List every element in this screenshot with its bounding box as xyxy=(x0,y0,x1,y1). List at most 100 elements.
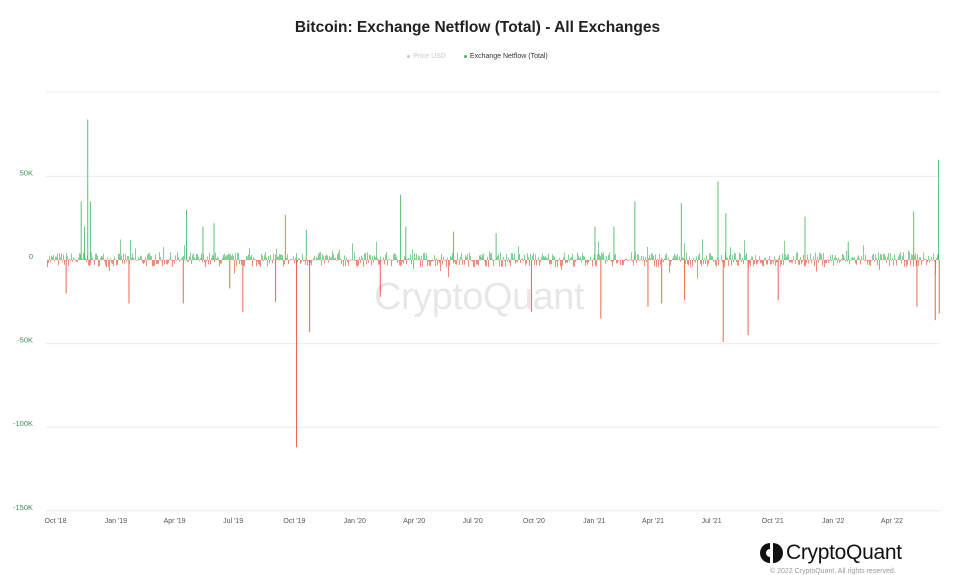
netflow-bar xyxy=(506,253,507,260)
netflow-bar xyxy=(91,252,92,260)
netflow-bar xyxy=(169,258,170,260)
netflow-bar xyxy=(202,260,203,262)
netflow-bar xyxy=(503,256,504,260)
netflow-bar xyxy=(462,260,463,265)
netflow-bar xyxy=(751,256,752,260)
netflow-bar xyxy=(264,255,265,260)
netflow-bar xyxy=(482,254,483,260)
netflow-bar xyxy=(632,260,633,262)
netflow-spike xyxy=(83,226,85,260)
netflow-bar xyxy=(915,252,916,260)
netflow-bar xyxy=(661,257,662,260)
netflow-bar xyxy=(349,260,350,261)
netflow-bar xyxy=(505,260,506,267)
netflow-bar xyxy=(932,260,933,261)
netflow-bar xyxy=(224,253,225,260)
netflow-bar xyxy=(366,260,367,265)
netflow-bar xyxy=(880,253,881,260)
netflow-bar xyxy=(857,257,858,260)
netflow-bar xyxy=(814,260,815,267)
netflow-bar xyxy=(675,255,676,260)
netflow-bar xyxy=(279,254,280,260)
netflow-bar xyxy=(774,256,775,260)
netflow-bar xyxy=(303,260,304,262)
netflow-bar xyxy=(192,255,193,260)
netflow-bar xyxy=(801,260,802,264)
netflow-bar xyxy=(237,252,238,260)
netflow-bar xyxy=(119,253,120,260)
netflow-bar xyxy=(721,255,722,260)
netflow-bar xyxy=(365,252,366,260)
netflow-bar xyxy=(272,260,273,264)
netflow-bar xyxy=(731,260,732,266)
netflow-bar xyxy=(190,252,191,260)
netflow-bar xyxy=(906,260,907,267)
netflow-bar xyxy=(274,259,275,261)
netflow-bar xyxy=(166,260,167,264)
netflow-bar xyxy=(512,253,513,260)
netflow-bar xyxy=(693,258,694,260)
netflow-bar xyxy=(360,260,361,263)
netflow-bar xyxy=(694,260,695,262)
netflow-bar xyxy=(830,254,831,260)
netflow-bar xyxy=(846,250,847,260)
netflow-bar xyxy=(455,260,456,265)
netflow-bar xyxy=(247,256,248,260)
netflow-bar xyxy=(490,253,491,260)
netflow-bar xyxy=(491,252,492,260)
netflow-spike xyxy=(634,201,636,260)
netflow-bar xyxy=(610,260,611,261)
netflow-bar xyxy=(480,254,481,260)
netflow-spike xyxy=(680,203,682,260)
netflow-bar xyxy=(553,255,554,260)
netflow-bar xyxy=(204,260,205,263)
netflow-bar xyxy=(193,253,194,260)
netflow-bar xyxy=(533,252,534,260)
netflow-bar xyxy=(335,257,336,260)
netflow-bar xyxy=(153,260,154,266)
netflow-bar xyxy=(221,260,222,264)
netflow-bar xyxy=(669,260,670,273)
netflow-bar xyxy=(393,254,394,260)
netflow-bar xyxy=(409,258,410,260)
netflow-bar xyxy=(206,260,207,262)
netflow-bar xyxy=(177,252,178,260)
legend-item-price[interactable]: Price USD xyxy=(407,53,446,60)
chart-legend: Price USD Exchange Netflow (Total) xyxy=(0,53,955,60)
netflow-bar xyxy=(483,253,484,260)
netflow-bar xyxy=(644,260,645,267)
netflow-bar xyxy=(352,243,353,260)
netflow-bar xyxy=(254,258,255,260)
netflow-bar xyxy=(718,260,719,266)
netflow-bar xyxy=(52,256,53,260)
netflow-bar xyxy=(783,260,784,266)
netflow-bar xyxy=(361,255,362,260)
x-tick-label: Jan '20 xyxy=(344,518,366,525)
netflow-bar xyxy=(217,256,218,260)
legend-item-netflow[interactable]: Exchange Netflow (Total) xyxy=(463,53,548,60)
netflow-bar xyxy=(333,254,334,260)
netflow-bar xyxy=(67,256,68,260)
netflow-bar xyxy=(792,260,793,263)
netflow-spike xyxy=(65,260,67,294)
netflow-bar xyxy=(92,257,93,260)
y-axis: 50K 0 -50K -100K -150K xyxy=(13,168,33,511)
netflow-bar xyxy=(101,255,102,260)
netflow-bar xyxy=(514,253,515,260)
netflow-bar xyxy=(771,260,772,265)
netflow-bar xyxy=(197,253,198,260)
netflow-bar xyxy=(244,260,245,266)
netflow-bar xyxy=(894,254,895,260)
netflow-bar xyxy=(549,260,550,264)
x-tick-label: Jul '19 xyxy=(223,518,243,525)
y-tick-label: 50K xyxy=(20,168,33,177)
netflow-spike xyxy=(284,214,286,260)
x-tick-label: Oct '19 xyxy=(283,518,305,525)
copyright-text: © 2022 CryptoQuant. All rights reserved. xyxy=(770,568,896,575)
netflow-bar xyxy=(668,257,669,260)
netflow-bar xyxy=(561,260,562,271)
netflow-bar xyxy=(645,257,646,260)
netflow-bar xyxy=(887,256,888,260)
netflow-bar xyxy=(401,260,402,266)
netflow-bar xyxy=(910,260,911,266)
